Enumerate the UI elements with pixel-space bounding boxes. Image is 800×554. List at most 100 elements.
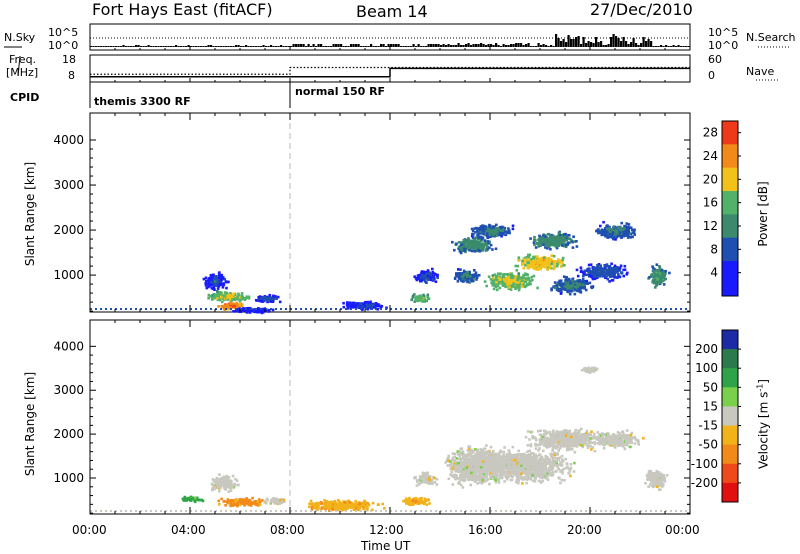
nsearch-bar [637,45,640,47]
velocity-panel-cell [345,505,348,509]
velocity-panel-cell [363,508,366,511]
power-panel-cell [538,260,542,263]
power-panel-cell [626,271,629,275]
power-panel-cell [560,244,564,247]
velocity-panel-cell [500,476,504,480]
power-panel-cell [558,279,561,283]
velocity-panel-cell [447,459,450,463]
velocity-panel-cell [310,505,314,509]
nsearch-bar [477,44,480,47]
power-panel-cell [491,274,495,277]
power-panel-cell [517,259,520,262]
nsearch-bar [627,44,630,47]
velocity-panel-cell [278,502,281,505]
power-panel-cell [620,236,623,239]
power-panel-cell [567,241,570,245]
nsearch-bar [282,46,285,47]
power-panel-cell [583,269,586,273]
power-panel-cell [422,299,425,303]
velocity-panel-cell [193,496,197,500]
power-panel-cell [596,265,599,269]
nsearch-bar [500,46,503,47]
nsearch-bar [262,45,265,47]
power-panel-cell [575,268,579,272]
nsearch-bar [195,46,198,47]
power-panel-cell [459,251,463,255]
power-panel-cell [366,305,369,308]
velocity-panel-cell [216,483,219,487]
power-panel-cell [235,308,239,311]
power-panel-cell [527,257,530,260]
velocity-panel-cell [425,481,429,484]
velocity-panel-cell [338,503,342,507]
nsearch-bar [382,44,385,47]
velocity-panel-cell [189,495,193,499]
nsearch-bar [525,44,528,47]
nsearch-bar [667,46,670,47]
power-panel-cell [462,239,466,242]
nsearch-bar [417,44,420,47]
power-panel-cell [550,287,553,290]
velocity-panel-cell [429,475,432,478]
power-panel-cell [593,269,596,273]
velocity-panel-cell [217,499,220,503]
power-panel-cell [611,272,615,275]
velocity-panel-cell [239,501,243,505]
power-panel-cell [213,277,217,280]
power-panel-cell [559,235,562,239]
power-panel-cell [538,238,541,241]
power-panel-cell [495,280,498,284]
nsearch-bar [217,46,220,47]
power-panel-cell [223,304,227,308]
velocity-panel-cell [253,500,256,503]
nsearch-bar [327,46,330,47]
power-panel-cell [660,273,663,276]
power-panel-cell [233,297,237,300]
velocity-panel-cell [335,505,338,509]
velocity-panel-cell [224,504,227,507]
power-panel-cell [259,310,262,314]
velocity-panel-cell [371,508,374,512]
power-panel-cell [542,265,546,268]
power-panel-cell [616,266,619,269]
power-panel-cell [581,279,584,283]
power-panel-cell [480,239,483,243]
power-panel-cell [498,225,502,229]
power-panel-cell [571,279,574,283]
nsearch-bar [367,46,370,47]
power-panel-cell [562,275,566,278]
power-panel-cell [227,280,230,284]
power-panel-cell [572,280,576,284]
power-panel-cell [521,263,524,267]
velocity-panel-cell [239,498,243,501]
power-panel-cell [552,267,556,271]
nsearch-bar [625,41,628,47]
power-panel-cell [237,310,241,313]
power-panel-cell [477,248,480,252]
power-panel-cell [532,261,536,265]
velocity-panel-cell [420,477,424,481]
power-panel-cell [574,287,577,291]
velocity-panel-cell [243,498,246,502]
nsearch-bar [165,46,168,47]
nsearch-bar [322,46,325,47]
nsearch-bar [300,44,303,47]
velocity-panel-cell [226,478,230,481]
power-panel-cell [550,238,554,241]
power-panel-cell [504,233,507,236]
power-panel-cell [475,278,478,281]
power-panel-cell [489,278,493,281]
nsearch-bar [472,44,475,47]
power-panel-cell [422,276,426,280]
nsearch-bar [400,46,403,47]
velocity-panel-cell [236,498,239,501]
power-panel-cell [467,274,470,278]
nsearch-bar [480,43,483,47]
power-panel-cell [558,238,561,241]
power-panel-cell [652,281,655,284]
nsearch-bar [595,37,598,47]
power-panel-cell [618,231,622,234]
power-panel-cell [535,255,539,258]
velocity-panel-cell [354,507,357,510]
velocity-panel-cell [461,465,464,469]
